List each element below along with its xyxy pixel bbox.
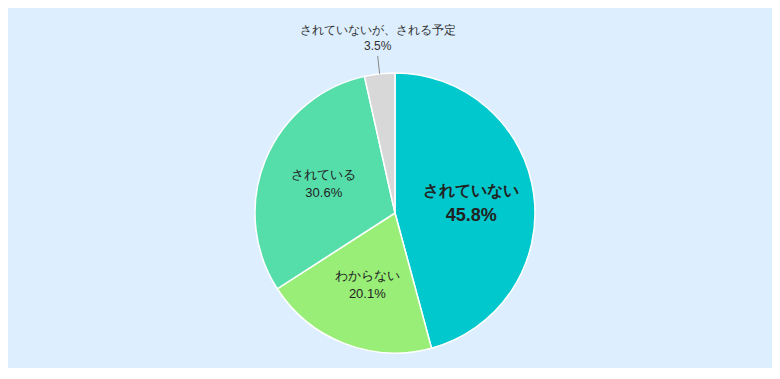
svg-text:20.1%: 20.1%: [349, 286, 386, 301]
svg-text:されている: されている: [291, 167, 356, 182]
svg-text:されていない: されていない: [423, 182, 519, 200]
svg-text:されていないが、される予定: されていないが、される予定: [300, 23, 456, 37]
svg-text:3.5%: 3.5%: [364, 39, 392, 53]
svg-text:30.6%: 30.6%: [305, 185, 342, 200]
svg-text:45.8%: 45.8%: [446, 205, 497, 225]
svg-text:わからない: わからない: [335, 268, 400, 283]
